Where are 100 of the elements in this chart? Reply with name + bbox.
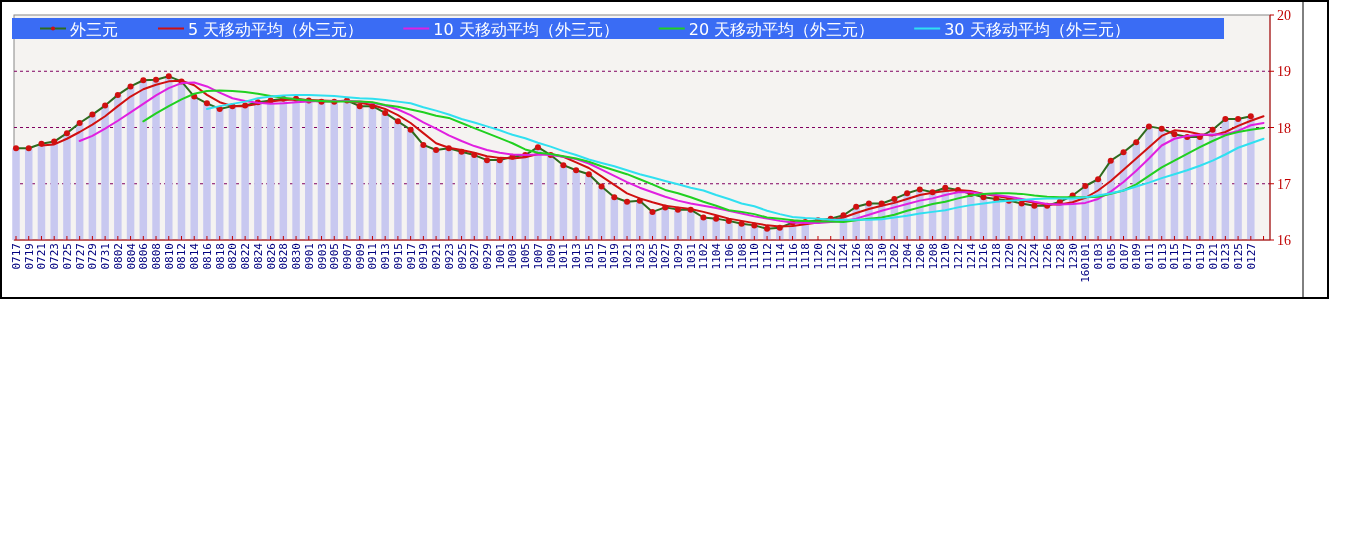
x-tick-label: 0123 [1219,243,1233,270]
x-tick-label: 0828 [277,243,291,270]
x-tick-label: 0731 [99,243,113,270]
x-tick-label: 1122 [824,243,838,270]
y-tick-label: 19 [1277,64,1291,80]
x-tick-label: 0723 [48,243,62,270]
x-tick-label: 0115 [1168,243,1182,270]
x-tick-label: 0810 [162,243,176,270]
x-tick-label: 1120 [811,243,825,270]
x-tick-label: 0915 [391,243,405,270]
x-tick-label: 0119 [1193,243,1207,270]
x-tick-label: 0121 [1206,243,1220,270]
x-tick-label: 1108 [735,243,749,270]
x-tick-label: 0806 [137,243,151,270]
x-tick-label: 0719 [22,243,36,270]
legend-label: 外三元 [70,19,118,39]
x-tick-label: 0727 [73,243,87,270]
x-tick-label: 1218 [990,243,1004,270]
x-tick-label: 0127 [1244,243,1258,270]
x-tick-label: 0921 [430,243,444,270]
x-tick-label: 0927 [468,243,482,270]
x-tick-label: 0818 [213,243,227,270]
x-tick-label: 0105 [1104,243,1118,270]
x-tick-label: 0812 [175,243,189,270]
x-tick-label: 1015 [582,243,596,270]
legend-label: 30 天移动平均（外三元） [944,19,1130,39]
x-tick-label: 0929 [481,243,495,270]
x-tick-label: 1025 [646,243,660,270]
x-tick-label: 0721 [35,243,49,270]
x-tick-label: 0925 [455,243,469,270]
x-tick-label: 1226 [1041,243,1055,270]
x-tick-label: 0729 [86,243,100,270]
x-tick-label: 0907 [340,243,354,270]
x-tick-label: 1017 [595,243,609,270]
x-tick-label: 1130 [875,243,889,270]
x-tick-label: 1027 [659,243,673,270]
y-tick-label: 17 [1277,176,1291,192]
x-tick-label: 0125 [1232,243,1246,270]
x-tick-label: 1003 [506,243,520,270]
legend-label: 10 天移动平均（外三元） [433,19,619,39]
x-tick-label: 0830 [290,243,304,270]
x-tick-label: 1102 [697,243,711,270]
x-tick-label: 1031 [684,243,698,270]
x-tick-label: 0909 [353,243,367,270]
x-tick-label: 1230 [1066,243,1080,270]
x-tick-label: 1228 [1053,243,1067,270]
x-tick-label: 1216 [977,243,991,270]
x-tick-label: 0117 [1181,243,1195,270]
x-tick-label: 0816 [200,243,214,270]
x-tick-label: 1005 [519,243,533,270]
x-tick-label: 1204 [901,242,915,270]
legend-label: 5 天移动平均（外三元） [188,19,364,39]
x-tick-label: 0111 [1142,243,1156,270]
x-tick-label: 0802 [111,243,125,270]
x-tick-label: 1214 [964,242,978,270]
x-tick-label: 1202 [888,243,902,270]
x-tick-label: 0103 [1092,243,1106,270]
x-tick-label: 1023 [633,243,647,270]
x-tick-label: 0901 [302,243,316,270]
x-tick-label: 1212 [952,243,966,270]
x-tick-label: 1222 [1015,243,1029,270]
x-tick-label: 1019 [608,243,622,270]
y-tick-label: 16 [1277,233,1291,248]
x-tick-label: 1118 [799,243,813,270]
x-tick-label: 1208 [926,243,940,270]
x-tick-label: 160101 [1079,243,1093,283]
x-tick-label: 0107 [1117,243,1131,270]
x-tick-label: 0913 [379,243,393,270]
x-tick-label: 1206 [913,243,927,270]
x-tick-label: 1116 [786,243,800,270]
x-tick-label: 1007 [531,243,545,270]
x-tick-label: 0814 [188,242,202,270]
x-tick-label: 1013 [570,243,584,270]
x-tick-label: 0923 [442,243,456,270]
x-tick-label: 0804 [124,242,138,270]
x-tick-label: 1220 [1002,243,1016,270]
x-tick-label: 0917 [404,243,418,270]
legend-label: 20 天移动平均（外三元） [688,19,875,39]
y-tick-label: 18 [1277,120,1291,136]
x-tick-label: 0822 [239,243,253,270]
x-tick-label: 0903 [315,243,329,270]
x-tick-label: 1114 [773,242,787,270]
x-tick-label: 1009 [544,243,558,270]
x-tick-label: 1029 [671,243,685,270]
x-tick-label: 0717 [10,243,23,270]
x-tick-label: 1126 [850,243,864,270]
y-tick-label: 20 [1277,8,1291,23]
x-tick-label: 0919 [417,243,431,270]
x-tick-label: 0905 [328,243,342,270]
x-tick-label: 1110 [748,243,762,270]
x-tick-label: 1128 [862,243,876,270]
x-tick-label: 1224 [1028,242,1042,270]
x-tick-label: 1001 [493,243,507,270]
x-tick-label: 0109 [1130,243,1144,270]
x-tick-label: 0820 [226,243,240,270]
x-tick-label: 0826 [264,243,278,270]
x-tick-label: 0824 [251,242,265,270]
x-tick-label: 1112 [761,243,775,270]
x-tick-label: 1011 [557,243,571,270]
x-tick-label: 0113 [1155,243,1169,270]
